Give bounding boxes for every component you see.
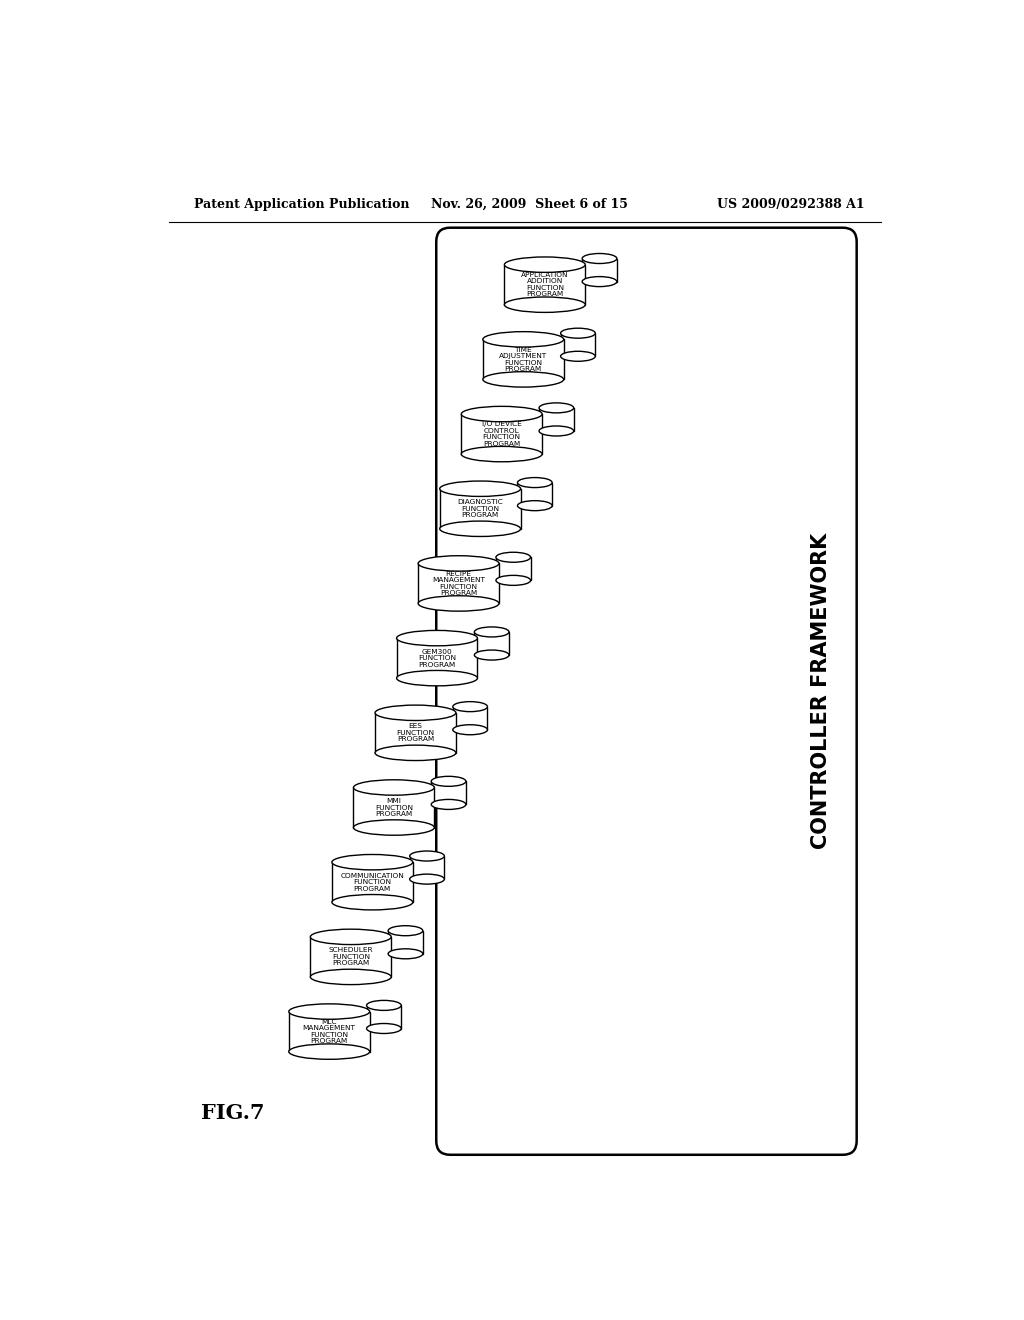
Ellipse shape bbox=[539, 426, 573, 436]
Bar bbox=[396, 638, 477, 678]
Ellipse shape bbox=[483, 372, 563, 387]
Bar bbox=[439, 488, 520, 529]
Text: RECIPE
MANAGEMENT
FUNCTION
PROGRAM: RECIPE MANAGEMENT FUNCTION PROGRAM bbox=[432, 570, 485, 597]
Bar bbox=[289, 1011, 370, 1052]
Bar bbox=[474, 632, 509, 655]
Ellipse shape bbox=[353, 820, 434, 836]
Ellipse shape bbox=[583, 253, 616, 264]
Text: MMI
FUNCTION
PROGRAM: MMI FUNCTION PROGRAM bbox=[375, 799, 413, 817]
Ellipse shape bbox=[461, 446, 542, 462]
Text: US 2009/0292388 A1: US 2009/0292388 A1 bbox=[717, 198, 865, 211]
Bar bbox=[539, 408, 573, 432]
Bar bbox=[332, 862, 413, 903]
Bar bbox=[453, 706, 487, 730]
Bar bbox=[367, 1006, 401, 1028]
Text: CONTROLLER FRAMEWORK: CONTROLLER FRAMEWORK bbox=[811, 533, 831, 849]
Text: Patent Application Publication: Patent Application Publication bbox=[194, 198, 410, 211]
Ellipse shape bbox=[310, 929, 391, 945]
Ellipse shape bbox=[453, 702, 487, 711]
Ellipse shape bbox=[496, 576, 530, 585]
Ellipse shape bbox=[474, 649, 509, 660]
Text: APPLICATION
ADDITION
FUNCTION
PROGRAM: APPLICATION ADDITION FUNCTION PROGRAM bbox=[521, 272, 568, 297]
Ellipse shape bbox=[367, 1023, 401, 1034]
Text: TIME
ADJUSTMENT
FUNCTION
PROGRAM: TIME ADJUSTMENT FUNCTION PROGRAM bbox=[499, 347, 548, 372]
Ellipse shape bbox=[496, 552, 530, 562]
Text: DIAGNOSTIC
FUNCTION
PROGRAM: DIAGNOSTIC FUNCTION PROGRAM bbox=[458, 499, 503, 519]
Ellipse shape bbox=[418, 556, 499, 572]
Text: MLC
MANAGEMENT
FUNCTION
PROGRAM: MLC MANAGEMENT FUNCTION PROGRAM bbox=[303, 1019, 355, 1044]
Bar bbox=[418, 564, 499, 603]
Ellipse shape bbox=[560, 351, 595, 362]
Ellipse shape bbox=[505, 297, 586, 313]
Ellipse shape bbox=[439, 521, 520, 536]
Ellipse shape bbox=[289, 1003, 370, 1019]
Ellipse shape bbox=[461, 407, 542, 422]
Bar bbox=[388, 931, 423, 954]
Bar bbox=[505, 264, 586, 305]
Ellipse shape bbox=[410, 874, 444, 884]
Bar bbox=[431, 781, 466, 804]
Text: SCHEDULER
FUNCTION
PROGRAM: SCHEDULER FUNCTION PROGRAM bbox=[329, 948, 373, 966]
Ellipse shape bbox=[453, 725, 487, 735]
Ellipse shape bbox=[560, 329, 595, 338]
FancyBboxPatch shape bbox=[436, 227, 857, 1155]
Ellipse shape bbox=[583, 277, 616, 286]
Ellipse shape bbox=[517, 478, 552, 487]
Ellipse shape bbox=[396, 671, 477, 686]
Ellipse shape bbox=[310, 969, 391, 985]
Bar bbox=[483, 339, 563, 379]
Ellipse shape bbox=[439, 480, 520, 496]
Ellipse shape bbox=[431, 776, 466, 787]
Ellipse shape bbox=[474, 627, 509, 638]
Ellipse shape bbox=[517, 500, 552, 511]
Text: Nov. 26, 2009  Sheet 6 of 15: Nov. 26, 2009 Sheet 6 of 15 bbox=[431, 198, 628, 211]
Ellipse shape bbox=[332, 895, 413, 909]
Ellipse shape bbox=[483, 331, 563, 347]
Ellipse shape bbox=[375, 744, 456, 760]
Text: EES
FUNCTION
PROGRAM: EES FUNCTION PROGRAM bbox=[396, 723, 434, 742]
Ellipse shape bbox=[431, 800, 466, 809]
Bar bbox=[461, 414, 542, 454]
Ellipse shape bbox=[332, 854, 413, 870]
Bar bbox=[560, 333, 595, 356]
Ellipse shape bbox=[418, 595, 499, 611]
Ellipse shape bbox=[396, 631, 477, 645]
Bar bbox=[517, 483, 552, 506]
Text: COMMUNICATION
FUNCTION
PROGRAM: COMMUNICATION FUNCTION PROGRAM bbox=[340, 873, 404, 892]
Bar bbox=[496, 557, 530, 581]
Ellipse shape bbox=[388, 949, 423, 958]
Bar bbox=[410, 855, 444, 879]
Ellipse shape bbox=[353, 780, 434, 795]
Bar bbox=[375, 713, 456, 752]
Bar bbox=[310, 937, 391, 977]
Text: FIG.7: FIG.7 bbox=[202, 1104, 265, 1123]
Ellipse shape bbox=[388, 925, 423, 936]
Text: I/O DEVICE
CONTROL
FUNCTION
PROGRAM: I/O DEVICE CONTROL FUNCTION PROGRAM bbox=[482, 421, 521, 446]
Ellipse shape bbox=[367, 1001, 401, 1010]
Text: GEM300
FUNCTION
PROGRAM: GEM300 FUNCTION PROGRAM bbox=[418, 648, 456, 668]
Ellipse shape bbox=[410, 851, 444, 861]
Ellipse shape bbox=[375, 705, 456, 721]
Ellipse shape bbox=[289, 1044, 370, 1059]
Ellipse shape bbox=[539, 403, 573, 413]
Bar bbox=[583, 259, 616, 281]
Bar bbox=[353, 788, 434, 828]
Ellipse shape bbox=[505, 257, 586, 272]
